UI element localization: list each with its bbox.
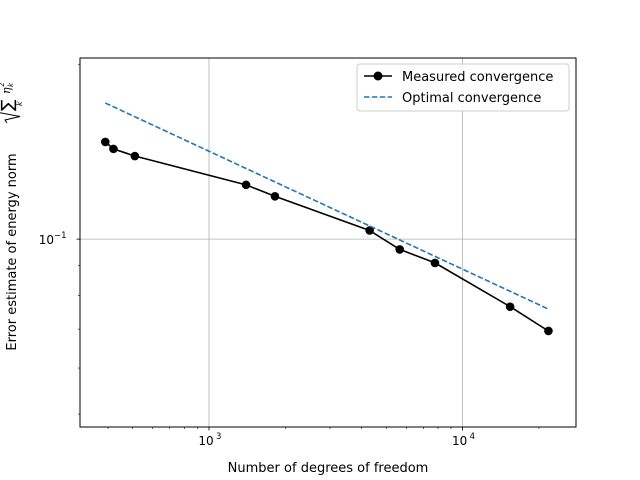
x-tick-label: 10: [452, 434, 467, 448]
ticks: 10 3 10 410 −1: [39, 63, 540, 448]
measured-data-point: [270, 192, 280, 201]
measured-convergence-line: [104, 141, 549, 332]
series-layer: [100, 102, 553, 336]
legend-label-measured: Measured convergence: [402, 70, 553, 85]
x-tick-label-exponent: 4: [470, 432, 475, 442]
measured-data-point: [395, 245, 405, 254]
legend-box: [356, 63, 570, 112]
legend: Measured convergence Optimal convergence: [356, 63, 570, 112]
y-tick-label-exponent: −1: [54, 231, 67, 241]
eta-exponent: 2: [0, 83, 6, 87]
measured-data-point: [241, 180, 251, 190]
sum-index: k: [15, 101, 24, 106]
x-tick-label-exponent: 3: [216, 432, 221, 442]
measured-data-point: [130, 151, 140, 161]
measured-data-point: [365, 226, 374, 235]
grid: [80, 58, 576, 427]
eta-subscript: k: [7, 82, 15, 87]
measured-data-point: [544, 326, 553, 336]
eta-symbol: η: [0, 87, 13, 94]
sum-symbol: ∑: [0, 99, 18, 111]
sqrt-sum-eta-formula: ∑ k η 2 k: [0, 78, 24, 124]
measured-data-point: [505, 302, 515, 312]
optimal-convergence-line: [104, 102, 549, 310]
measured-data-point: [430, 258, 440, 268]
legend-label-optimal: Optimal convergence: [402, 91, 541, 106]
legend-marker-measured: [373, 71, 383, 81]
plot-frame: [79, 57, 577, 428]
plot-area: [80, 58, 576, 427]
sqrt-sign: [0, 78, 21, 124]
x-axis-label: Number of degrees of freedom: [228, 461, 429, 476]
y-axis-label: Error estimate of energy norm ∑ k η 2 k: [0, 78, 24, 351]
y-axis-label-text: Error estimate of energy norm: [5, 153, 20, 350]
measured-data-point: [100, 137, 110, 147]
x-tick-label: 10: [198, 434, 213, 448]
measured-data-point: [109, 144, 118, 154]
y-tick-label: 10: [39, 233, 54, 247]
